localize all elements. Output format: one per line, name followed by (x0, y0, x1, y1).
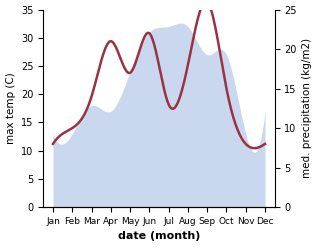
Y-axis label: med. precipitation (kg/m2): med. precipitation (kg/m2) (302, 38, 313, 178)
Y-axis label: max temp (C): max temp (C) (5, 72, 16, 144)
X-axis label: date (month): date (month) (118, 231, 200, 242)
